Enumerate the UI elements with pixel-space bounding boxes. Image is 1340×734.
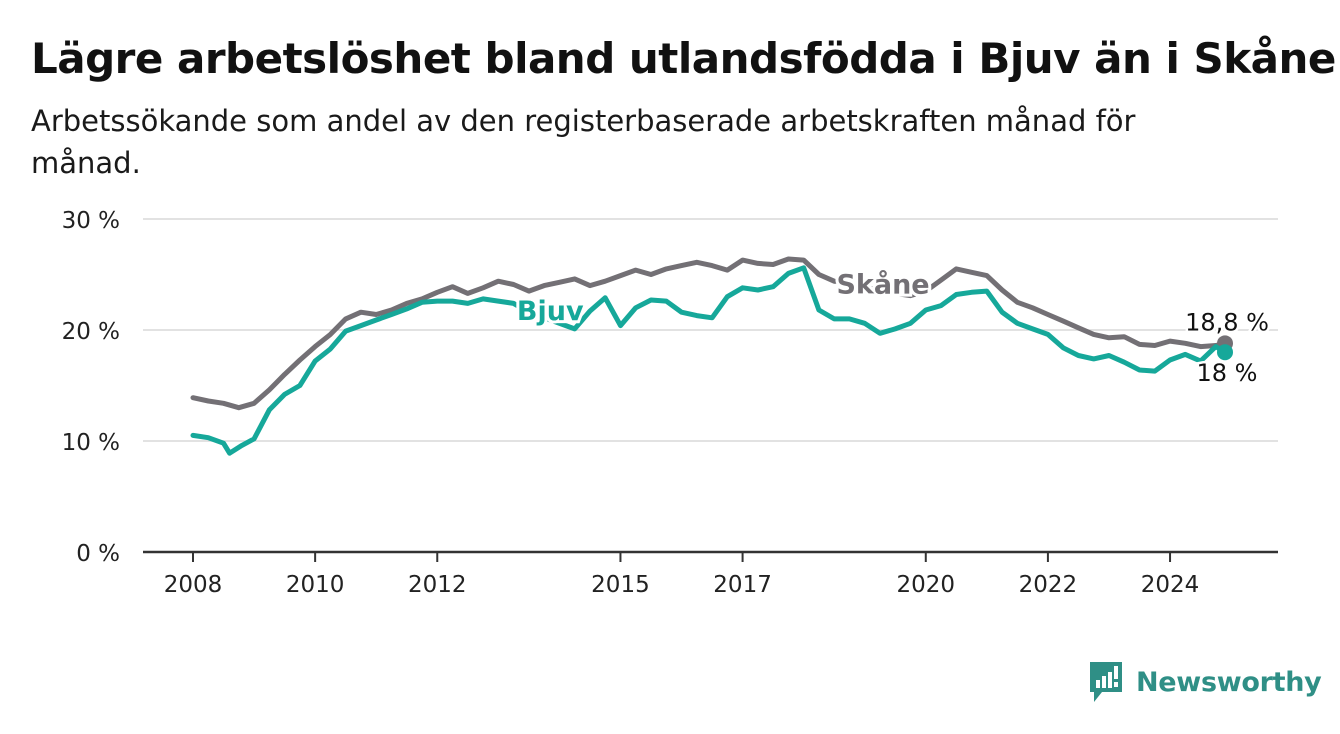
end-value-label: 18 % — [1197, 359, 1258, 387]
x-tick-label: 2024 — [1141, 572, 1200, 598]
y-tick-label: 0 % — [76, 541, 120, 567]
series-label-skne: Skåne — [836, 268, 929, 300]
end-point-bjuv — [1217, 344, 1233, 361]
x-tick-label: 2022 — [1019, 572, 1078, 598]
series-line-skne — [190, 256, 1228, 411]
series-line-bjuv — [190, 265, 1228, 456]
chart-subtitle: Arbetssökande som andel av den registerb… — [31, 104, 1136, 180]
series-labels: Skåne Bjuv 18,8 % 18 % — [514, 265, 1272, 389]
brand-name: Newsworthy — [1136, 666, 1322, 698]
newsworthy-brand: Newsworthy — [1088, 660, 1322, 704]
y-tick-label: 20 % — [62, 319, 120, 345]
x-tick-label: 2017 — [713, 572, 772, 598]
grid-lines — [143, 218, 1278, 442]
x-tick-label: 2010 — [286, 572, 345, 598]
x-tick-label: 2015 — [591, 572, 650, 598]
y-tick-label: 10 % — [62, 430, 120, 456]
y-tick-label: 30 % — [62, 208, 120, 234]
x-axis: 2008 2010 2012 2015 2017 2020 2022 2024 — [143, 550, 1278, 598]
newsworthy-logo-icon — [1090, 662, 1122, 702]
chart-title: Lägre arbetslöshet bland utlandsfödda i … — [31, 34, 1336, 83]
series-label-bjuv: Bjuv — [517, 296, 584, 327]
x-tick-label: 2008 — [164, 572, 223, 598]
end-value-label: 18,8 % — [1185, 308, 1269, 336]
y-axis-labels: 0 % 10 % 20 % 30 % — [62, 208, 120, 567]
series-lines — [190, 256, 1233, 456]
x-tick-label: 2012 — [408, 572, 467, 598]
x-tick-label: 2020 — [897, 572, 956, 598]
